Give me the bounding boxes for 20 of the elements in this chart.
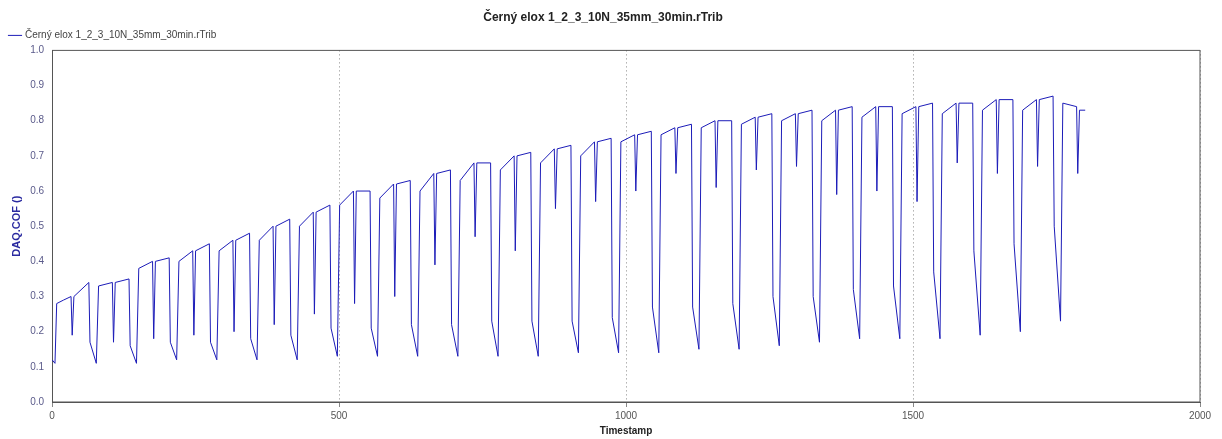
- y-tick-label: 0.6: [30, 184, 45, 196]
- chart-title: Černý elox 1_2_3_10N_35mm_30min.rTrib: [483, 8, 723, 24]
- x-tick-label: 1000: [614, 409, 638, 421]
- y-axis-title: DAQ.COF (): [9, 195, 22, 257]
- legend-label: Černý elox 1_2_3_10N_35mm_30min.rTrib: [25, 28, 217, 41]
- y-tick-label: 0.3: [30, 290, 45, 302]
- y-tick-label: 0.1: [30, 360, 45, 372]
- y-tick-label: 0.8: [30, 114, 45, 126]
- y-tick-label: 0.7: [30, 149, 45, 161]
- x-tick-label: 2000: [1188, 409, 1212, 421]
- x-tick-label: 500: [330, 409, 348, 421]
- y-tick-label: 0.5: [30, 219, 45, 231]
- y-tick-label: 0.4: [30, 255, 45, 267]
- x-tick-label: 0: [49, 409, 56, 421]
- y-tick-label: 1.0: [30, 44, 45, 56]
- x-tick-label: 1500: [901, 409, 925, 421]
- x-axis-title: Timestamp: [599, 424, 653, 436]
- y-tick-label: 0.9: [30, 79, 45, 91]
- y-tick-label: 0.2: [30, 325, 45, 337]
- y-tick-label: 0.0: [30, 395, 45, 407]
